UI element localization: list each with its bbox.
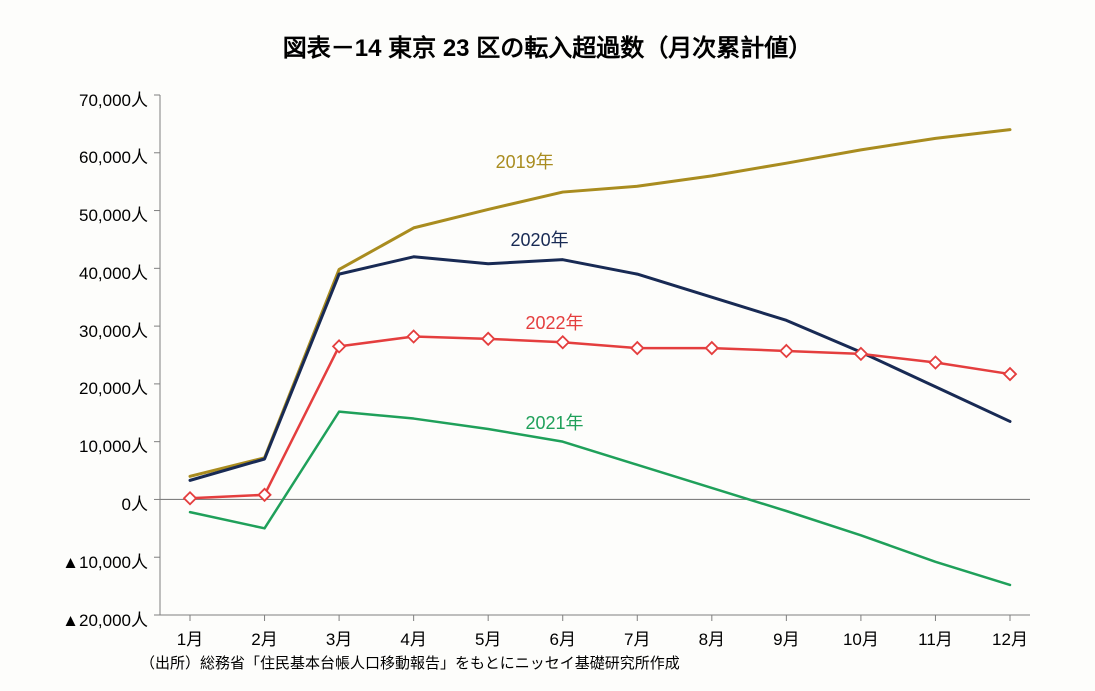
series-line	[190, 412, 1010, 585]
series-line	[190, 337, 1010, 499]
y-axis-tick-label: 10,000人	[38, 432, 148, 457]
series-marker	[631, 342, 643, 354]
series-label: 2021年	[525, 409, 583, 435]
series-label: 2020年	[511, 226, 569, 252]
series-line	[190, 257, 1010, 481]
chart-container: 図表－14 東京 23 区の転入超過数（月次累計値） 70,000人60,000…	[0, 0, 1095, 691]
x-axis-tick-label: 1月	[160, 625, 220, 650]
chart-title: 図表－14 東京 23 区の転入超過数（月次累計値）	[0, 28, 1095, 63]
series-marker	[333, 340, 345, 352]
chart-svg	[160, 95, 1030, 615]
x-axis-tick-label: 11月	[905, 625, 965, 650]
x-axis-tick-label: 8月	[682, 625, 742, 650]
x-axis-tick-label: 7月	[607, 625, 667, 650]
series-marker	[1004, 368, 1016, 380]
y-axis-tick-label: 30,000人	[38, 317, 148, 342]
x-axis-tick-label: 10月	[831, 625, 891, 650]
y-axis-tick-label: 0人	[38, 490, 148, 515]
series-marker	[184, 492, 196, 504]
series-marker	[557, 336, 569, 348]
series-line	[190, 130, 1010, 477]
y-axis-tick-label: ▲10,000人	[38, 548, 148, 573]
series-marker	[482, 333, 494, 345]
x-axis-tick-label: 9月	[756, 625, 816, 650]
series-label: 2019年	[496, 148, 554, 174]
x-axis-tick-label: 5月	[458, 625, 518, 650]
series-marker	[706, 342, 718, 354]
x-axis-tick-label: 12月	[980, 625, 1040, 650]
x-axis-tick-label: 2月	[235, 625, 295, 650]
x-axis-tick-label: 6月	[533, 625, 593, 650]
y-axis-tick-label: 60,000人	[38, 143, 148, 168]
x-axis-tick-label: 4月	[384, 625, 444, 650]
chart-plot-area: 70,000人60,000人50,000人40,000人30,000人20,00…	[160, 95, 1030, 615]
series-marker	[408, 331, 420, 343]
series-marker	[780, 345, 792, 357]
y-axis-tick-label: 40,000人	[38, 259, 148, 284]
y-axis-tick-label: ▲20,000人	[38, 606, 148, 631]
y-axis-tick-label: 20,000人	[38, 374, 148, 399]
series-label: 2022年	[525, 309, 583, 335]
x-axis-tick-label: 3月	[309, 625, 369, 650]
chart-source: （出所）総務省「住民基本台帳人口移動報告」をもとにニッセイ基礎研究所作成	[140, 652, 680, 673]
series-marker	[929, 357, 941, 369]
y-axis-tick-label: 70,000人	[38, 86, 148, 111]
y-axis-tick-label: 50,000人	[38, 201, 148, 226]
